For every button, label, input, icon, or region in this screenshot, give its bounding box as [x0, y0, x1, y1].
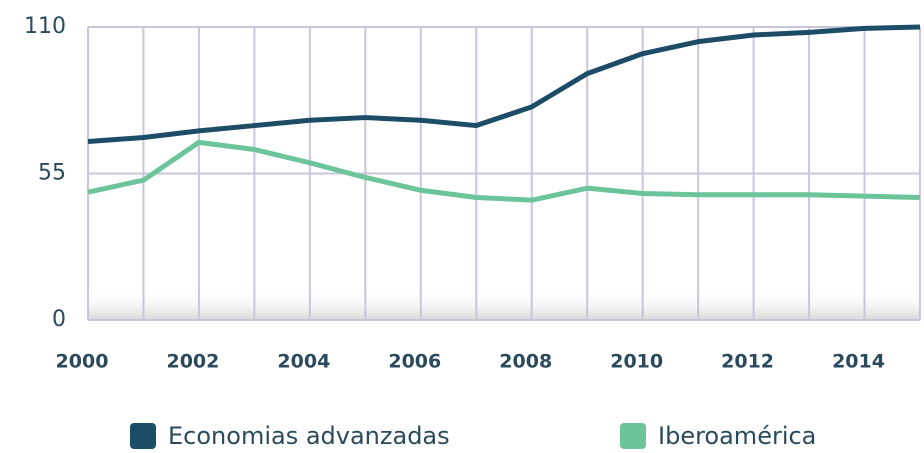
- legend-label: Iberoamérica: [658, 422, 816, 449]
- x-tick-label: 2004: [277, 351, 330, 373]
- floor-shade: [88, 290, 920, 320]
- y-tick-label: 0: [52, 307, 66, 332]
- legend-swatch: [620, 423, 646, 449]
- x-tick-label: 2008: [499, 351, 552, 373]
- x-tick-label: 2006: [388, 351, 441, 373]
- x-tick-label: 2014: [832, 351, 885, 373]
- legend-swatch: [130, 423, 156, 449]
- series-line: [87, 24, 921, 145]
- x-tick-label: 2002: [166, 351, 219, 373]
- series-line: [87, 139, 921, 203]
- x-tick-label: 2012: [721, 351, 774, 373]
- legend-label: Economias advanzadas: [168, 422, 450, 449]
- y-tick-label: 55: [38, 161, 66, 186]
- y-tick-label: 110: [24, 14, 66, 39]
- x-tick-label: 2000: [56, 351, 109, 373]
- x-tick-label: 2010: [610, 351, 663, 373]
